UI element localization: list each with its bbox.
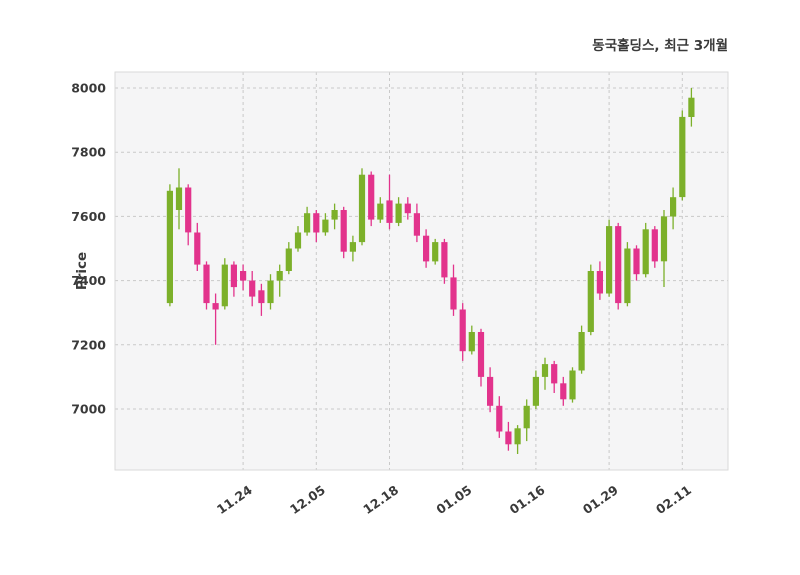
- candle-body: [505, 431, 512, 445]
- candle-body: [212, 303, 219, 310]
- candle-body: [304, 213, 311, 233]
- y-axis-label: Price: [74, 252, 90, 290]
- y-tick-label: 7400: [71, 273, 106, 288]
- candle-body: [175, 187, 183, 210]
- candle-body: [477, 332, 485, 377]
- candle-body: [596, 271, 603, 294]
- x-tick-label: 11.24: [214, 482, 255, 517]
- candle-body: [551, 364, 558, 384]
- candle-body: [285, 248, 292, 271]
- candle-body: [276, 271, 283, 281]
- candle-body: [185, 187, 192, 233]
- candle-body: [240, 271, 247, 281]
- candle-body: [642, 229, 649, 275]
- candle-body: [468, 332, 475, 352]
- candle-body: [523, 405, 530, 429]
- candle-body: [624, 248, 631, 304]
- candle-body: [322, 219, 329, 233]
- y-tick-label: 7600: [71, 209, 106, 224]
- candle-body: [258, 290, 265, 304]
- candle-body: [249, 280, 256, 297]
- candle-body: [487, 376, 494, 406]
- chart-title: 동국홀딩스, 최근 3개월: [592, 37, 728, 54]
- candle-body: [432, 242, 439, 262]
- candle-body: [349, 242, 356, 252]
- candle-body: [368, 174, 375, 220]
- candle-body: [688, 97, 695, 117]
- candle-body: [587, 271, 594, 332]
- candle-body: [541, 364, 549, 377]
- candle-body: [459, 309, 466, 352]
- candle-body: [194, 232, 201, 265]
- candle-body: [404, 203, 411, 214]
- x-tick-label: 12.05: [287, 482, 328, 517]
- candle-body: [423, 235, 430, 262]
- candle-body: [450, 277, 457, 310]
- candle-body: [651, 229, 658, 262]
- x-tick-label: 01.16: [507, 482, 548, 517]
- candle-body: [203, 264, 210, 304]
- candle-body: [569, 370, 576, 400]
- candle-body: [615, 226, 622, 304]
- candle-body: [221, 264, 228, 307]
- candle-body: [358, 174, 366, 243]
- candle-body: [377, 203, 384, 220]
- candle-body: [395, 203, 402, 223]
- y-tick-label: 7800: [71, 145, 106, 160]
- candle-body: [679, 116, 686, 198]
- y-tick-label: 7200: [71, 337, 106, 352]
- candle-body: [230, 264, 237, 288]
- candle-body: [606, 226, 613, 294]
- candle-body: [496, 405, 503, 432]
- candle-body: [532, 376, 539, 406]
- y-tick-label: 7000: [71, 402, 106, 417]
- candle-body: [313, 213, 320, 233]
- candle-body: [578, 332, 585, 371]
- plot-border: [114, 71, 729, 471]
- candle-body: [331, 210, 338, 220]
- x-tick-label: 01.05: [433, 482, 474, 517]
- candle-body: [166, 190, 173, 304]
- candle-body: [294, 232, 302, 249]
- x-tick-label: 12.18: [360, 482, 401, 517]
- candle-body: [267, 280, 274, 304]
- x-tick-label: 01.29: [580, 482, 621, 517]
- candlestick-series: [166, 88, 695, 454]
- candle-body: [441, 242, 448, 278]
- candle-body: [560, 383, 567, 400]
- x-tick-label: 02.11: [653, 482, 694, 517]
- candle-body: [340, 210, 347, 252]
- candle-body: [413, 213, 420, 236]
- candle-body: [670, 197, 677, 217]
- candle-body: [660, 216, 668, 262]
- candle-body: [633, 248, 640, 275]
- candle-body: [514, 428, 521, 445]
- candle-body: [386, 200, 393, 223]
- y-tick-label: 8000: [71, 81, 106, 96]
